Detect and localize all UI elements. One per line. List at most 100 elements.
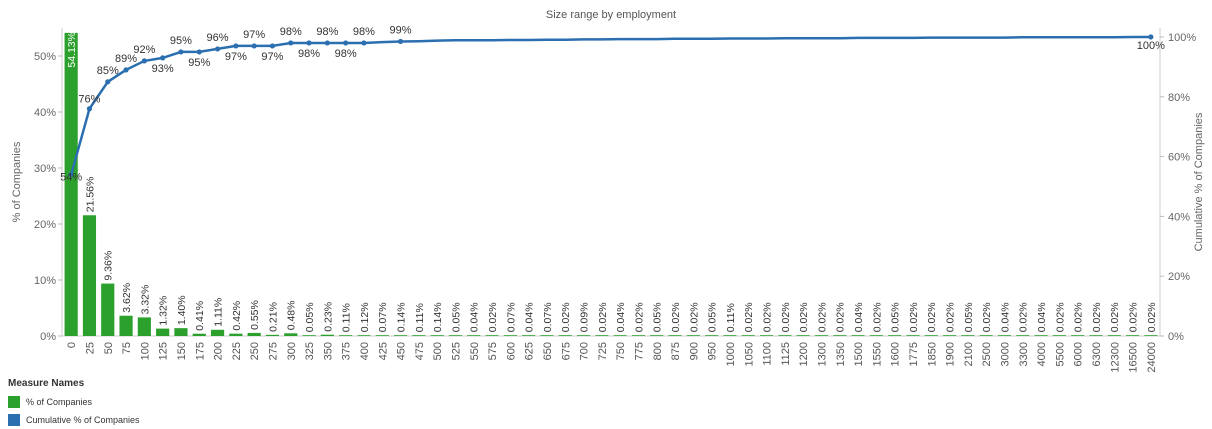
bar-data-label: 0.02%: [1054, 302, 1066, 332]
bar-data-label: 0.02%: [816, 302, 828, 332]
cumulative-data-label: 95%: [188, 57, 210, 69]
bar: [686, 335, 700, 336]
x-tick-label: 16500: [1128, 342, 1140, 373]
bar: [210, 329, 225, 336]
x-tick-label: 225: [231, 342, 243, 360]
bar-data-label: 0.04%: [853, 302, 865, 332]
x-tick-label: 425: [377, 342, 389, 360]
bar-data-label: 0.14%: [396, 302, 408, 332]
bar: [741, 335, 755, 336]
bar-data-label: 0.02%: [743, 302, 755, 332]
y-tick-label: 0%: [40, 331, 56, 343]
y-tick-label: 10%: [34, 275, 56, 287]
cumulative-point: [178, 49, 184, 55]
bar: [833, 335, 847, 336]
legend-item-pct[interactable]: % of Companies: [8, 393, 140, 411]
bar-data-label: 0.48%: [286, 301, 298, 331]
bar-data-label: 0.02%: [981, 302, 993, 332]
bar: [558, 335, 572, 336]
cumulative-point: [269, 43, 276, 49]
x-tick-label: 625: [524, 342, 536, 360]
x-tick-label: 1100: [762, 342, 774, 366]
bar: [119, 315, 133, 336]
x-tick-label: 50: [103, 342, 115, 354]
legend-title: Measure Names: [8, 378, 85, 389]
x-tick-label: 650: [542, 342, 554, 360]
bar: [393, 335, 408, 336]
cumulative-point: [1148, 34, 1154, 40]
cumulative-point: [397, 38, 404, 45]
bar: [1089, 335, 1103, 336]
bar-data-label: 0.02%: [908, 302, 920, 332]
y-tick-label: 30%: [34, 163, 56, 175]
x-tick-label: 1850: [926, 342, 938, 366]
x-tick-label: 450: [396, 342, 408, 360]
cumulative-point: [361, 40, 367, 46]
bar: [1125, 335, 1140, 336]
bar-data-label: 0.11%: [341, 303, 353, 332]
bar-data-label: 0.04%: [1036, 302, 1048, 332]
y2-tick-label: 80%: [1168, 92, 1190, 104]
bar-data-label: 0.02%: [762, 302, 774, 332]
cumulative-line: [69, 35, 1151, 175]
x-tick-label: 275: [267, 342, 279, 360]
bar-data-label: 0.02%: [597, 302, 609, 332]
legend-label-pct: % of Companies: [26, 397, 93, 407]
x-tick-label: 125: [158, 342, 170, 360]
bar: [137, 317, 151, 336]
bar: [997, 335, 1012, 336]
x-tick-label: 475: [414, 342, 426, 360]
cumulative-data-label: 89%: [115, 53, 137, 65]
bar-data-label: 0.02%: [1018, 302, 1030, 332]
bar-data-label: 0.02%: [1146, 302, 1158, 332]
bar-data-label: 0.04%: [999, 302, 1011, 332]
x-tick-label: 4000: [1036, 342, 1048, 366]
bar: [448, 335, 463, 336]
bar: [174, 328, 188, 336]
x-tick-label: 3300: [1018, 342, 1030, 366]
bar: [485, 335, 499, 336]
bar-data-label: 0.05%: [963, 302, 975, 332]
bar: [888, 335, 902, 336]
x-tick-label: 24000: [1146, 342, 1158, 373]
bar-data-label: 0.02%: [1109, 302, 1121, 332]
x-tick-label: 300: [286, 342, 298, 360]
cumulative-data-label: 98%: [353, 26, 375, 38]
x-tick-label: 25: [84, 342, 96, 354]
bar: [522, 335, 536, 336]
bar: [668, 335, 682, 336]
bar: [631, 335, 646, 336]
bar-data-label: 1.40%: [176, 295, 188, 325]
cumulative-point: [196, 49, 202, 55]
bar: [101, 283, 115, 336]
bar: [247, 332, 261, 336]
cumulative-data-label: 54%: [60, 172, 82, 184]
bar-data-label: 0.02%: [926, 302, 938, 332]
x-tick-label: 325: [304, 342, 316, 360]
x-tick-label: 2500: [981, 342, 993, 366]
bar-data-label: 54.13%: [66, 32, 78, 68]
bar: [357, 335, 371, 336]
x-tick-label: 2100: [963, 342, 975, 366]
cumulative-data-label: 97%: [261, 51, 283, 63]
bar: [869, 335, 883, 336]
bar-data-label: 0.05%: [652, 302, 664, 332]
x-tick-label: 6000: [1073, 342, 1085, 366]
bar-data-label: 3.62%: [121, 283, 133, 313]
y-tick-label: 20%: [34, 219, 56, 231]
bar-data-label: 0.05%: [450, 302, 462, 332]
cumulative-data-label: 96%: [207, 32, 229, 44]
bar: [320, 334, 334, 336]
bar: [576, 335, 591, 336]
bar-data-label: 0.07%: [377, 302, 389, 332]
bar-data-label: 0.02%: [560, 302, 572, 332]
legend-item-cumulative[interactable]: Cumulative % of Companies: [8, 411, 140, 429]
cumulative-point: [160, 55, 166, 61]
bar: [705, 335, 719, 336]
x-tick-label: 1050: [743, 342, 755, 366]
bar-data-label: 0.09%: [579, 302, 591, 332]
bar: [156, 328, 170, 336]
x-tick-label: 750: [615, 342, 627, 360]
bar: [467, 335, 481, 336]
x-tick-label: 75: [121, 342, 133, 354]
